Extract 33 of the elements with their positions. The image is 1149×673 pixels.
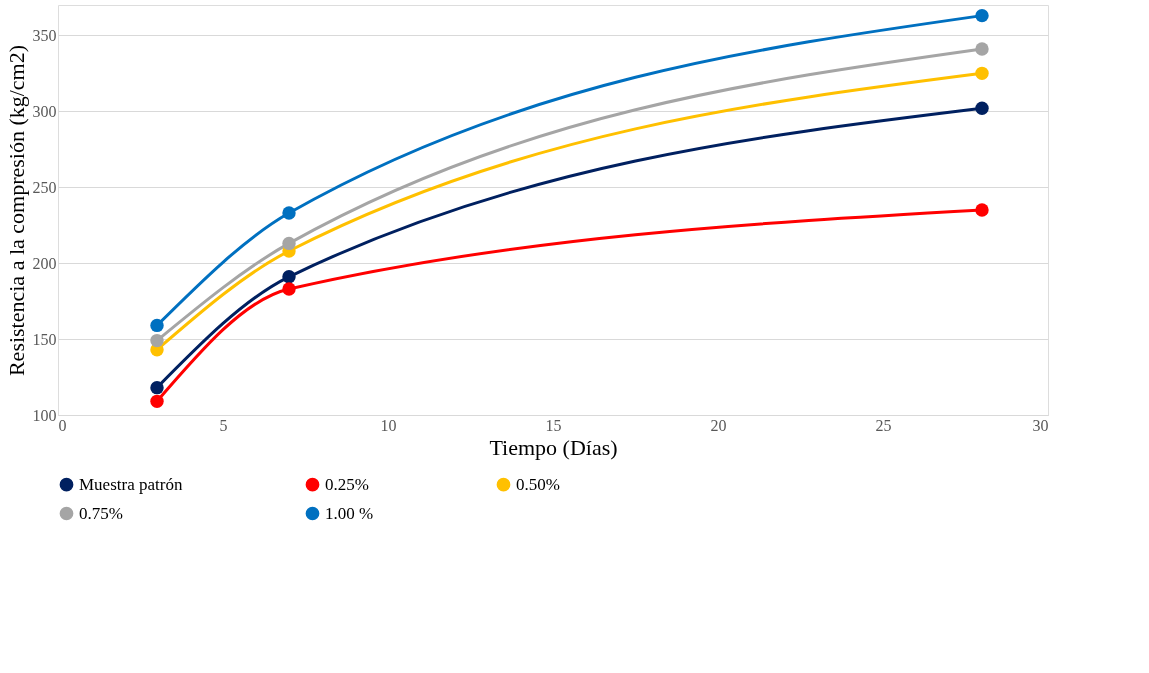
- point: [282, 270, 296, 284]
- point: [975, 42, 989, 56]
- y-tick-label: 300: [32, 102, 57, 120]
- point: [975, 8, 989, 23]
- x-tick-label: 25: [875, 416, 892, 434]
- legend-label: 1.00 %: [325, 503, 374, 523]
- point: [150, 333, 164, 348]
- y-axis-title: Resistencia a la compresión (kg/cm2): [3, 44, 29, 377]
- legend-label: 0.50%: [516, 474, 560, 494]
- y-tick-label: 250: [32, 178, 57, 196]
- x-tick-label: 20: [710, 416, 727, 434]
- x-tick-label: 5: [219, 416, 228, 434]
- point: [975, 101, 989, 115]
- y-tick-label: 150: [32, 330, 57, 348]
- point: [975, 66, 989, 81]
- y-tick-label: 350: [32, 26, 57, 44]
- point: [150, 318, 164, 333]
- point: [282, 206, 296, 220]
- x-tick-label: 15: [545, 416, 562, 434]
- x-axis-title: Tiempo (Días): [489, 434, 618, 460]
- x-tick-label: 10: [380, 416, 397, 434]
- point: [150, 394, 164, 409]
- y-tick-label: 200: [32, 254, 57, 272]
- x-tick-label: 0: [58, 416, 67, 434]
- point: [282, 236, 296, 251]
- point: [282, 282, 296, 296]
- point: [975, 203, 989, 217]
- legend-label: 0.25%: [325, 474, 369, 494]
- point: [150, 380, 164, 395]
- legend-label: Muestra patrón: [79, 474, 183, 494]
- x-tick-label: 30: [1032, 416, 1049, 434]
- y-tick-label: 100: [32, 406, 57, 424]
- legend-label: 0.75%: [79, 503, 123, 523]
